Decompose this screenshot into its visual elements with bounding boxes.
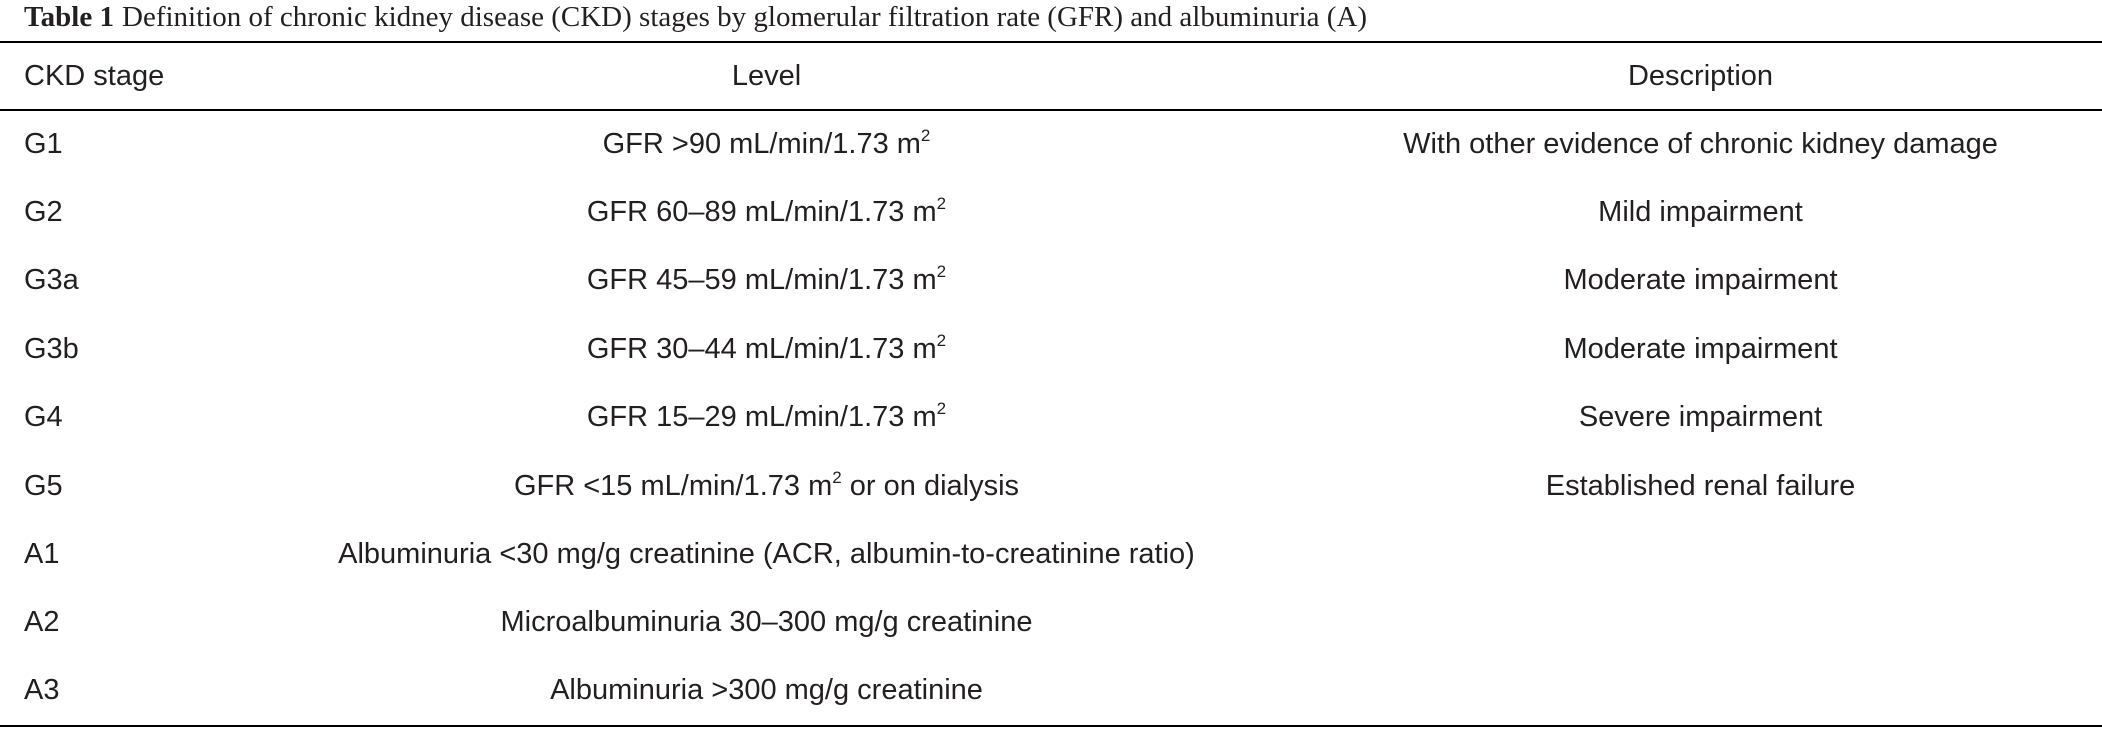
level-cell: GFR 30–44 mL/min/1.73 m2 [234,315,1299,383]
level-text: Albuminuria >300 mg/g creatinine [550,674,983,707]
stage-cell: G3a [24,264,79,297]
description-text: Established renal failure [1545,469,1856,502]
header-cell: CKD stage [24,59,165,92]
superscript: 2 [936,194,947,214]
table-body: G1 GFR >90 mL/min/1.73 m2 With other evide… [0,110,2102,726]
stage-cell: A1 [24,538,60,571]
description-cell: Established renal failure [1299,452,2102,520]
level-text: GFR <15 mL/min/1.73 m [513,469,833,502]
description-text: Mild impairment [1598,196,1803,229]
level-text: GFR >90 mL/min/1.73 m [602,128,921,161]
level-text: Albuminuria <30 mg/g creatinine (ACR, al… [338,538,1195,571]
table-row: G3b GFR 30–44 mL/min/1.73 m2 Moderate impa… [0,315,2102,383]
description-text: Moderate impairment [1563,332,1838,365]
table-row: A3 Albuminuria >300 mg/g creatinine [0,657,2102,726]
table-row: A2 Microalbuminuria 30–300 mg/g creatinin… [0,589,2102,657]
level-tail: or on dialysis [841,469,1020,502]
stage-cell: G1 [24,128,63,161]
superscript: 2 [832,467,842,487]
level-cell: GFR 45–59 mL/min/1.73 m2 [234,247,1299,315]
table-row: G2 GFR 60–89 mL/min/1.73 m2 Mild impairmen… [0,178,2102,246]
level-cell: GFR <15 mL/min/1.73 m2 or on dialysis [234,452,1299,520]
stage-cell: A3 [24,674,60,707]
level-text: GFR 45–59 mL/min/1.73 m [586,264,937,297]
description-text: With other evidence of chronic kidney da… [1403,128,1998,161]
header-row: CKD stage Level Description [0,42,2102,110]
level-cell: Albuminuria >300 mg/g creatinine [234,657,1299,725]
ckd-table: CKD stage Level Description G1 GFR >90 mL… [0,41,2102,727]
description-cell: Mild impairment [1299,178,2102,246]
table-row: G3a GFR 45–59 mL/min/1.73 m2 Moderate impa… [0,247,2102,315]
table-row: G1 GFR >90 mL/min/1.73 m2 With other evide… [0,110,2102,178]
table-row: G4 GFR 15–29 mL/min/1.73 m2 Severe impairm… [0,384,2102,452]
description-text: Moderate impairment [1563,264,1838,297]
level-cell: Albuminuria <30 mg/g creatinine (ACR, al… [234,520,1299,588]
level-cell: GFR 60–89 mL/min/1.73 m2 [234,178,1299,246]
table-header: CKD stage Level Description [0,42,2102,110]
superscript: 2 [936,330,947,350]
stage-cell: A2 [24,606,60,639]
level-text: GFR 15–29 mL/min/1.73 m [586,401,937,434]
description-cell [1299,657,2102,725]
level-text: GFR 30–44 mL/min/1.73 m [586,332,937,365]
superscript: 2 [936,262,947,282]
level-text: GFR 60–89 mL/min/1.73 m [586,196,937,229]
level-text: Microalbuminuria 30–300 mg/g creatinine [500,606,1033,639]
description-cell: Moderate impairment [1299,247,2102,315]
description-cell [1299,520,2102,588]
level-cell: GFR 15–29 mL/min/1.73 m2 [234,384,1299,452]
description-cell: With other evidence of chronic kidney da… [1299,110,2102,178]
description-cell [1299,589,2102,657]
caption-text: Definition of chronic kidney disease (CK… [122,1,1368,33]
stage-cell: G3b [24,332,79,365]
caption-label: Table 1 [24,1,114,33]
header-cell: Level [731,59,802,92]
description-cell: Moderate impairment [1299,315,2102,383]
stage-cell: G2 [24,196,63,229]
table-row: A1 Albuminuria <30 mg/g creatinine (ACR, … [0,520,2102,588]
superscript: 2 [936,399,947,419]
table-caption: Table 1 Definition of chronic kidney dise… [24,0,1367,40]
header-cell: Description [1627,59,1774,92]
stage-cell: G5 [24,469,63,502]
level-cell: Microalbuminuria 30–300 mg/g creatinine [234,589,1299,657]
table-row: G5 GFR <15 mL/min/1.73 m2 or on dialysis E… [0,452,2102,520]
level-cell: GFR >90 mL/min/1.73 m2 [234,110,1299,178]
description-text: Severe impairment [1578,401,1823,434]
superscript: 2 [920,126,931,146]
stage-cell: G4 [24,401,63,434]
description-cell: Severe impairment [1299,384,2102,452]
